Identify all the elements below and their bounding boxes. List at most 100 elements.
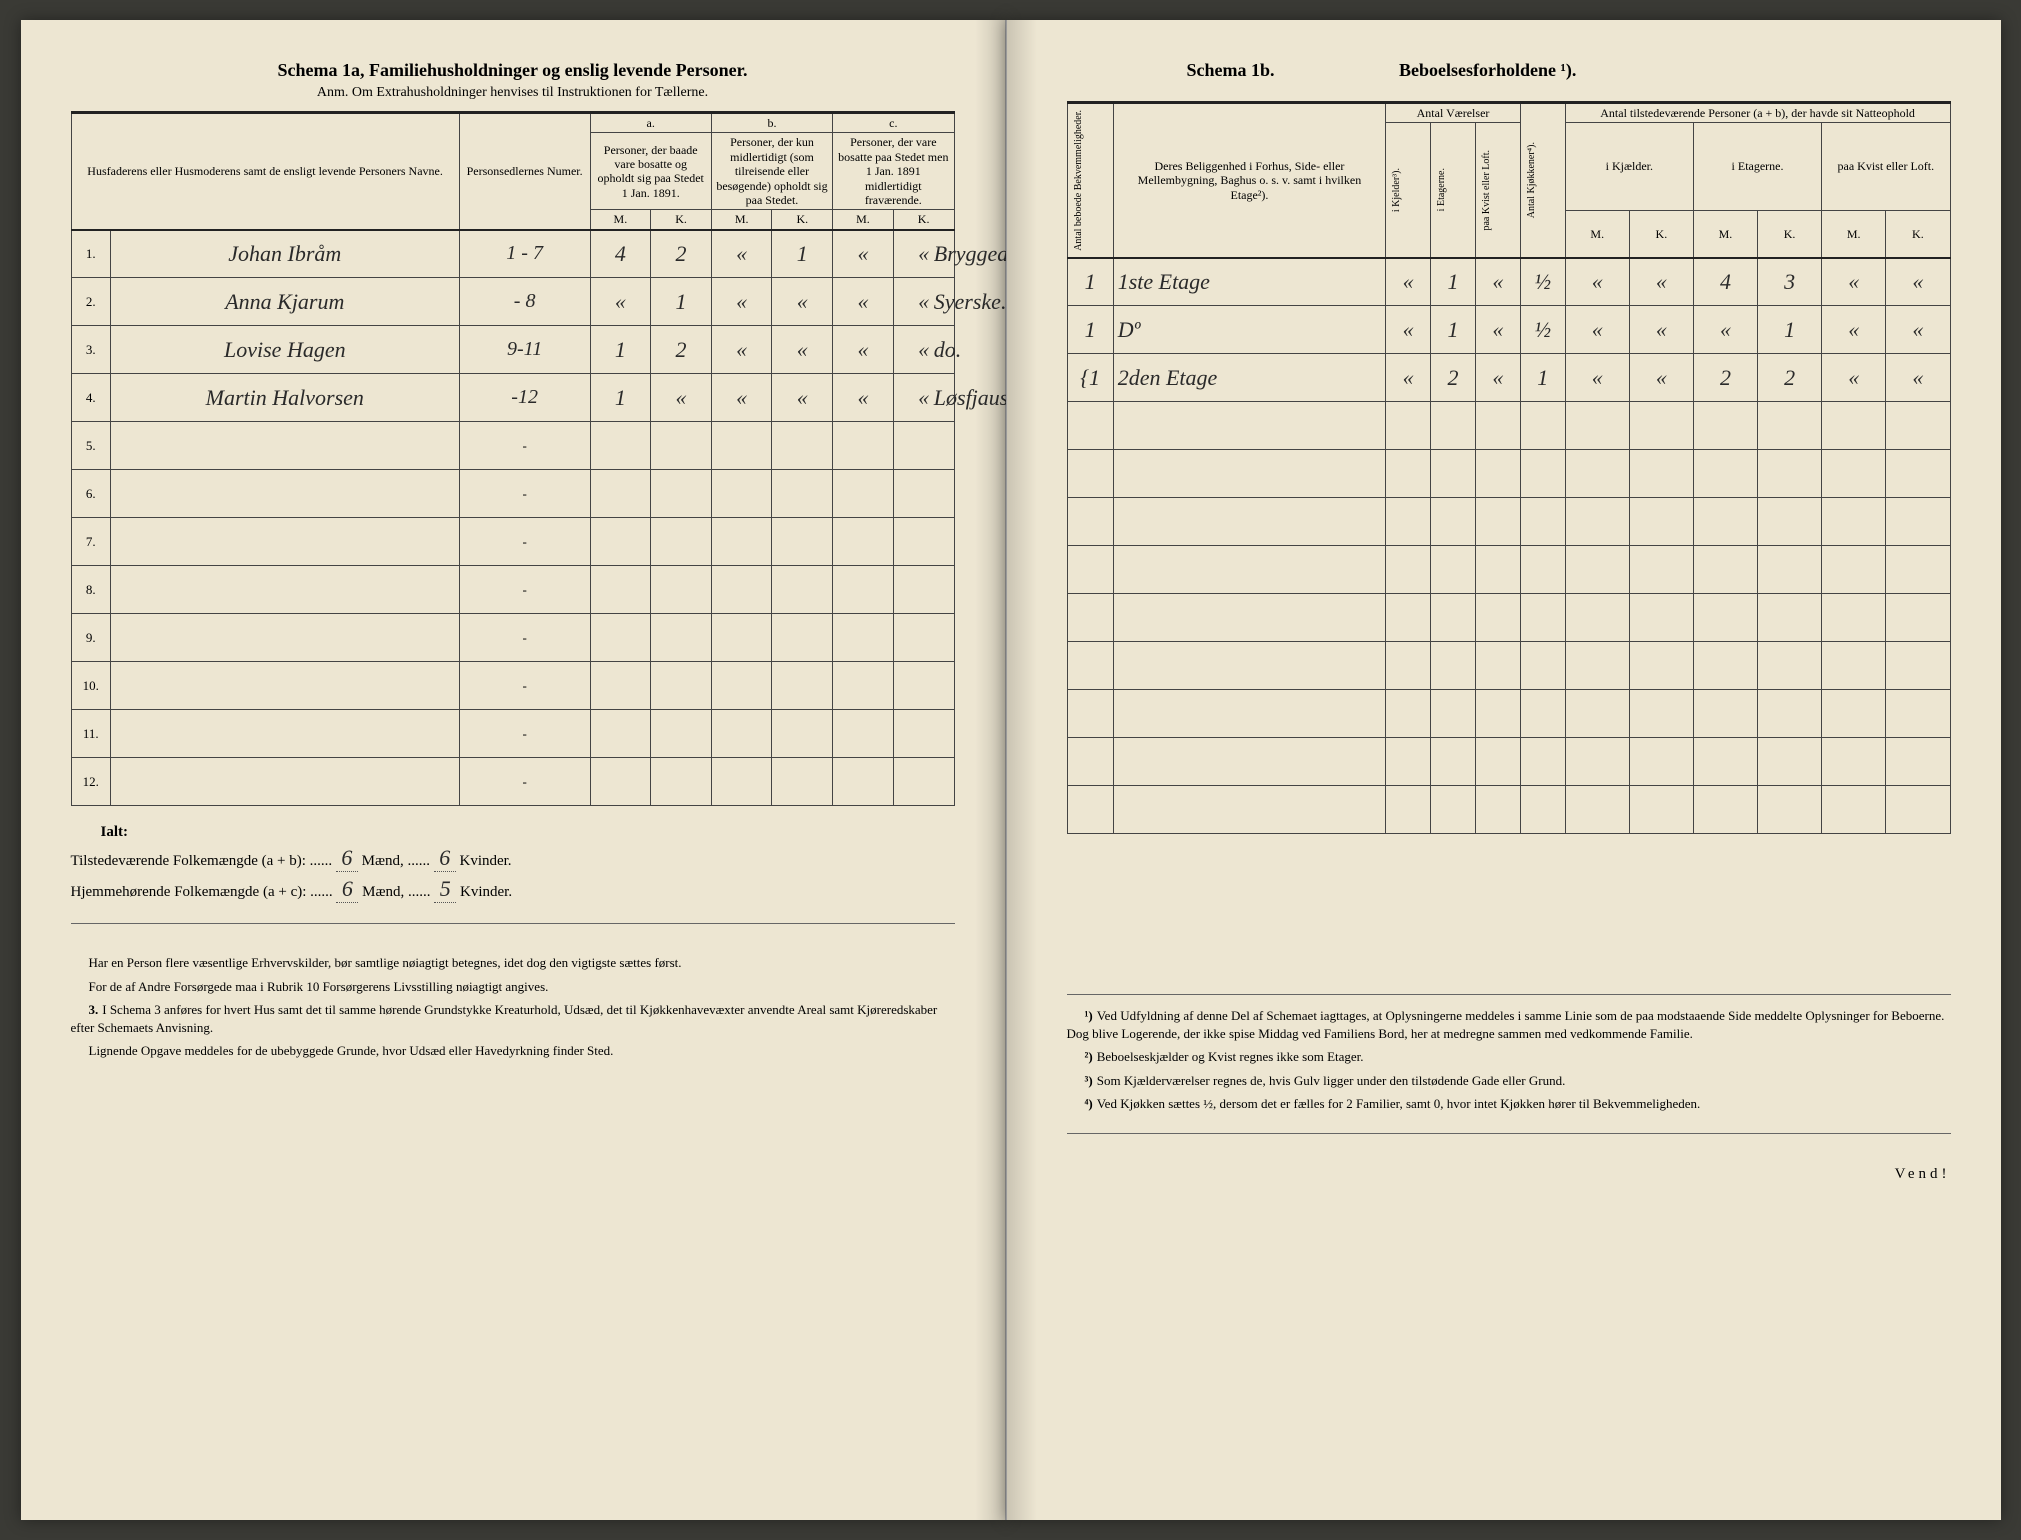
table-row-empty [1067,594,1950,642]
col-bekv: Antal beboede Bekvemmeligheder. [1072,106,1086,255]
lo: « [1475,258,1520,306]
table-row-empty: 5.- [71,422,954,470]
hjemme-kvinder: 5 [434,876,456,903]
col-natt: Antal tilstedeværende Personer (a + b), … [1565,103,1950,123]
table-row: 4.Martin Halvorsen-121«««««Løsfjauser [71,374,954,422]
foot-p2: For de af Andre Forsørgede maa i Rubrik … [71,978,955,996]
schema-1b-title: Schema 1b. Beboelsesforholdene ¹). [1067,60,1951,81]
ialt-label: Ialt: [101,824,955,841]
rfoot-4n: ⁴) [1085,1096,1093,1111]
table-row-empty [1067,402,1950,450]
cM: « [833,326,894,374]
table-row-empty: 7.- [71,518,954,566]
hjemme-mid: Mænd, ...... [362,884,430,900]
nkjM: « [1565,258,1629,306]
cM: « [833,278,894,326]
col-i-et: i Etagerne. [1435,164,1449,215]
bM: « [711,278,772,326]
netM: 2 [1693,354,1757,402]
table-row-empty [1067,786,1950,834]
row-num: 4. [71,374,110,422]
bekv: {1 [1067,354,1113,402]
aM: 1 [590,326,651,374]
cK: «Bryggearb. [893,230,954,278]
nloK: « [1886,306,1950,354]
name-cell: Lovise Hagen [110,326,459,374]
left-footnotes: Har en Person flere væsentlige Erhvervsk… [71,954,955,1060]
table-row-empty [1067,450,1950,498]
name-cell: Johan Ibråm [110,230,459,278]
belig: 2den Etage [1113,354,1386,402]
row-num: 5. [71,422,110,470]
occupation-note: Syerske. [934,289,1007,315]
table-row-empty: 11.- [71,710,954,758]
col-paa-kv: paa Kvist eller Loft. [1480,146,1494,235]
col-sub-lo: paa Kvist eller Loft. [1822,123,1950,210]
rfoot-3: Som Kjælderværelser regnes de, hvis Gulv… [1097,1073,1566,1088]
foot-p4: Lignende Opgave meddeles for de ubebygge… [71,1042,955,1060]
left-page: Schema 1a, Familiehusholdninger og ensli… [21,20,1006,1520]
cM: « [833,230,894,278]
row-num: 2. [71,278,110,326]
col-c-k: K. [893,210,954,230]
schema-1a-subtitle: Anm. Om Extrahusholdninger henvises til … [71,85,955,101]
col-sub-kj: i Kjælder. [1565,123,1693,210]
col-name: Husfaderens eller Husmoderens samt de en… [71,113,459,230]
kjok: ½ [1520,306,1565,354]
table-row-empty [1067,690,1950,738]
belig: 1ste Etage [1113,258,1386,306]
col-a-label: a. [590,113,711,133]
row-num: 12. [71,758,110,806]
r-k2: K. [1758,210,1822,258]
col-c-text: Personer, der vare bosatte paa Stedet me… [833,133,954,210]
aK: 2 [651,326,712,374]
lo: « [1475,306,1520,354]
table-row: 11ste Etage«1«½««43«« [1067,258,1950,306]
col-a-text: Personer, der baade vare bosatte og opho… [590,133,711,210]
r-m1: M. [1565,210,1629,258]
rfoot-4: Ved Kjøkken sættes ½, dersom det er fæll… [1097,1096,1701,1111]
schema-1a-title: Schema 1a, Familiehusholdninger og ensli… [71,60,955,81]
schema-1b-b: Beboelsesforholdene ¹). [1399,60,1576,80]
rfoot-3n: ³) [1085,1073,1093,1088]
r-m2: M. [1693,210,1757,258]
nloK: « [1886,258,1950,306]
col-b-text: Personer, der kun midlertidigt (som tilr… [711,133,832,210]
kjok: ½ [1520,258,1565,306]
bK: « [772,374,833,422]
hjemme-end: Kvinder. [460,884,512,900]
row-num: 8. [71,566,110,614]
row-num: 9. [71,614,110,662]
foot-p3-num: 3. [89,1002,99,1017]
table-row-empty [1067,498,1950,546]
aM: 1 [590,374,651,422]
table-row: 2.Anna Kjarum- 8«1««««Syerske. [71,278,954,326]
col-a-m: M. [590,210,651,230]
netM: « [1693,306,1757,354]
numer-cell: 9-11 [459,326,590,374]
bM: « [711,326,772,374]
netK: 3 [1758,258,1822,306]
et: 1 [1431,306,1476,354]
totals-block: Ialt: Tilstedeværende Folkemængde (a + b… [71,824,955,903]
row-num: 1. [71,230,110,278]
name-cell: Anna Kjarum [110,278,459,326]
netM: 4 [1693,258,1757,306]
row-num: 11. [71,710,110,758]
tilstede-end: Kvinder. [459,853,511,869]
nkjM: « [1565,354,1629,402]
nkjM: « [1565,306,1629,354]
tilstede-mid: Mænd, ...... [362,853,430,869]
netK: 1 [1758,306,1822,354]
kj: « [1386,354,1431,402]
rfoot-2n: ²) [1085,1049,1093,1064]
table-row-empty: 10.- [71,662,954,710]
foot-p3: I Schema 3 anføres for hvert Hus samt de… [71,1002,938,1035]
table-row-empty [1067,738,1950,786]
bekv: 1 [1067,258,1113,306]
hjemme-label: Hjemmehørende Folkemængde (a + c): .....… [71,884,333,900]
numer-cell: 1 - 7 [459,230,590,278]
r-k3: K. [1886,210,1950,258]
schema-1a-table: Husfaderens eller Husmoderens samt de en… [71,111,955,806]
tilstede-maend: 6 [336,845,358,872]
